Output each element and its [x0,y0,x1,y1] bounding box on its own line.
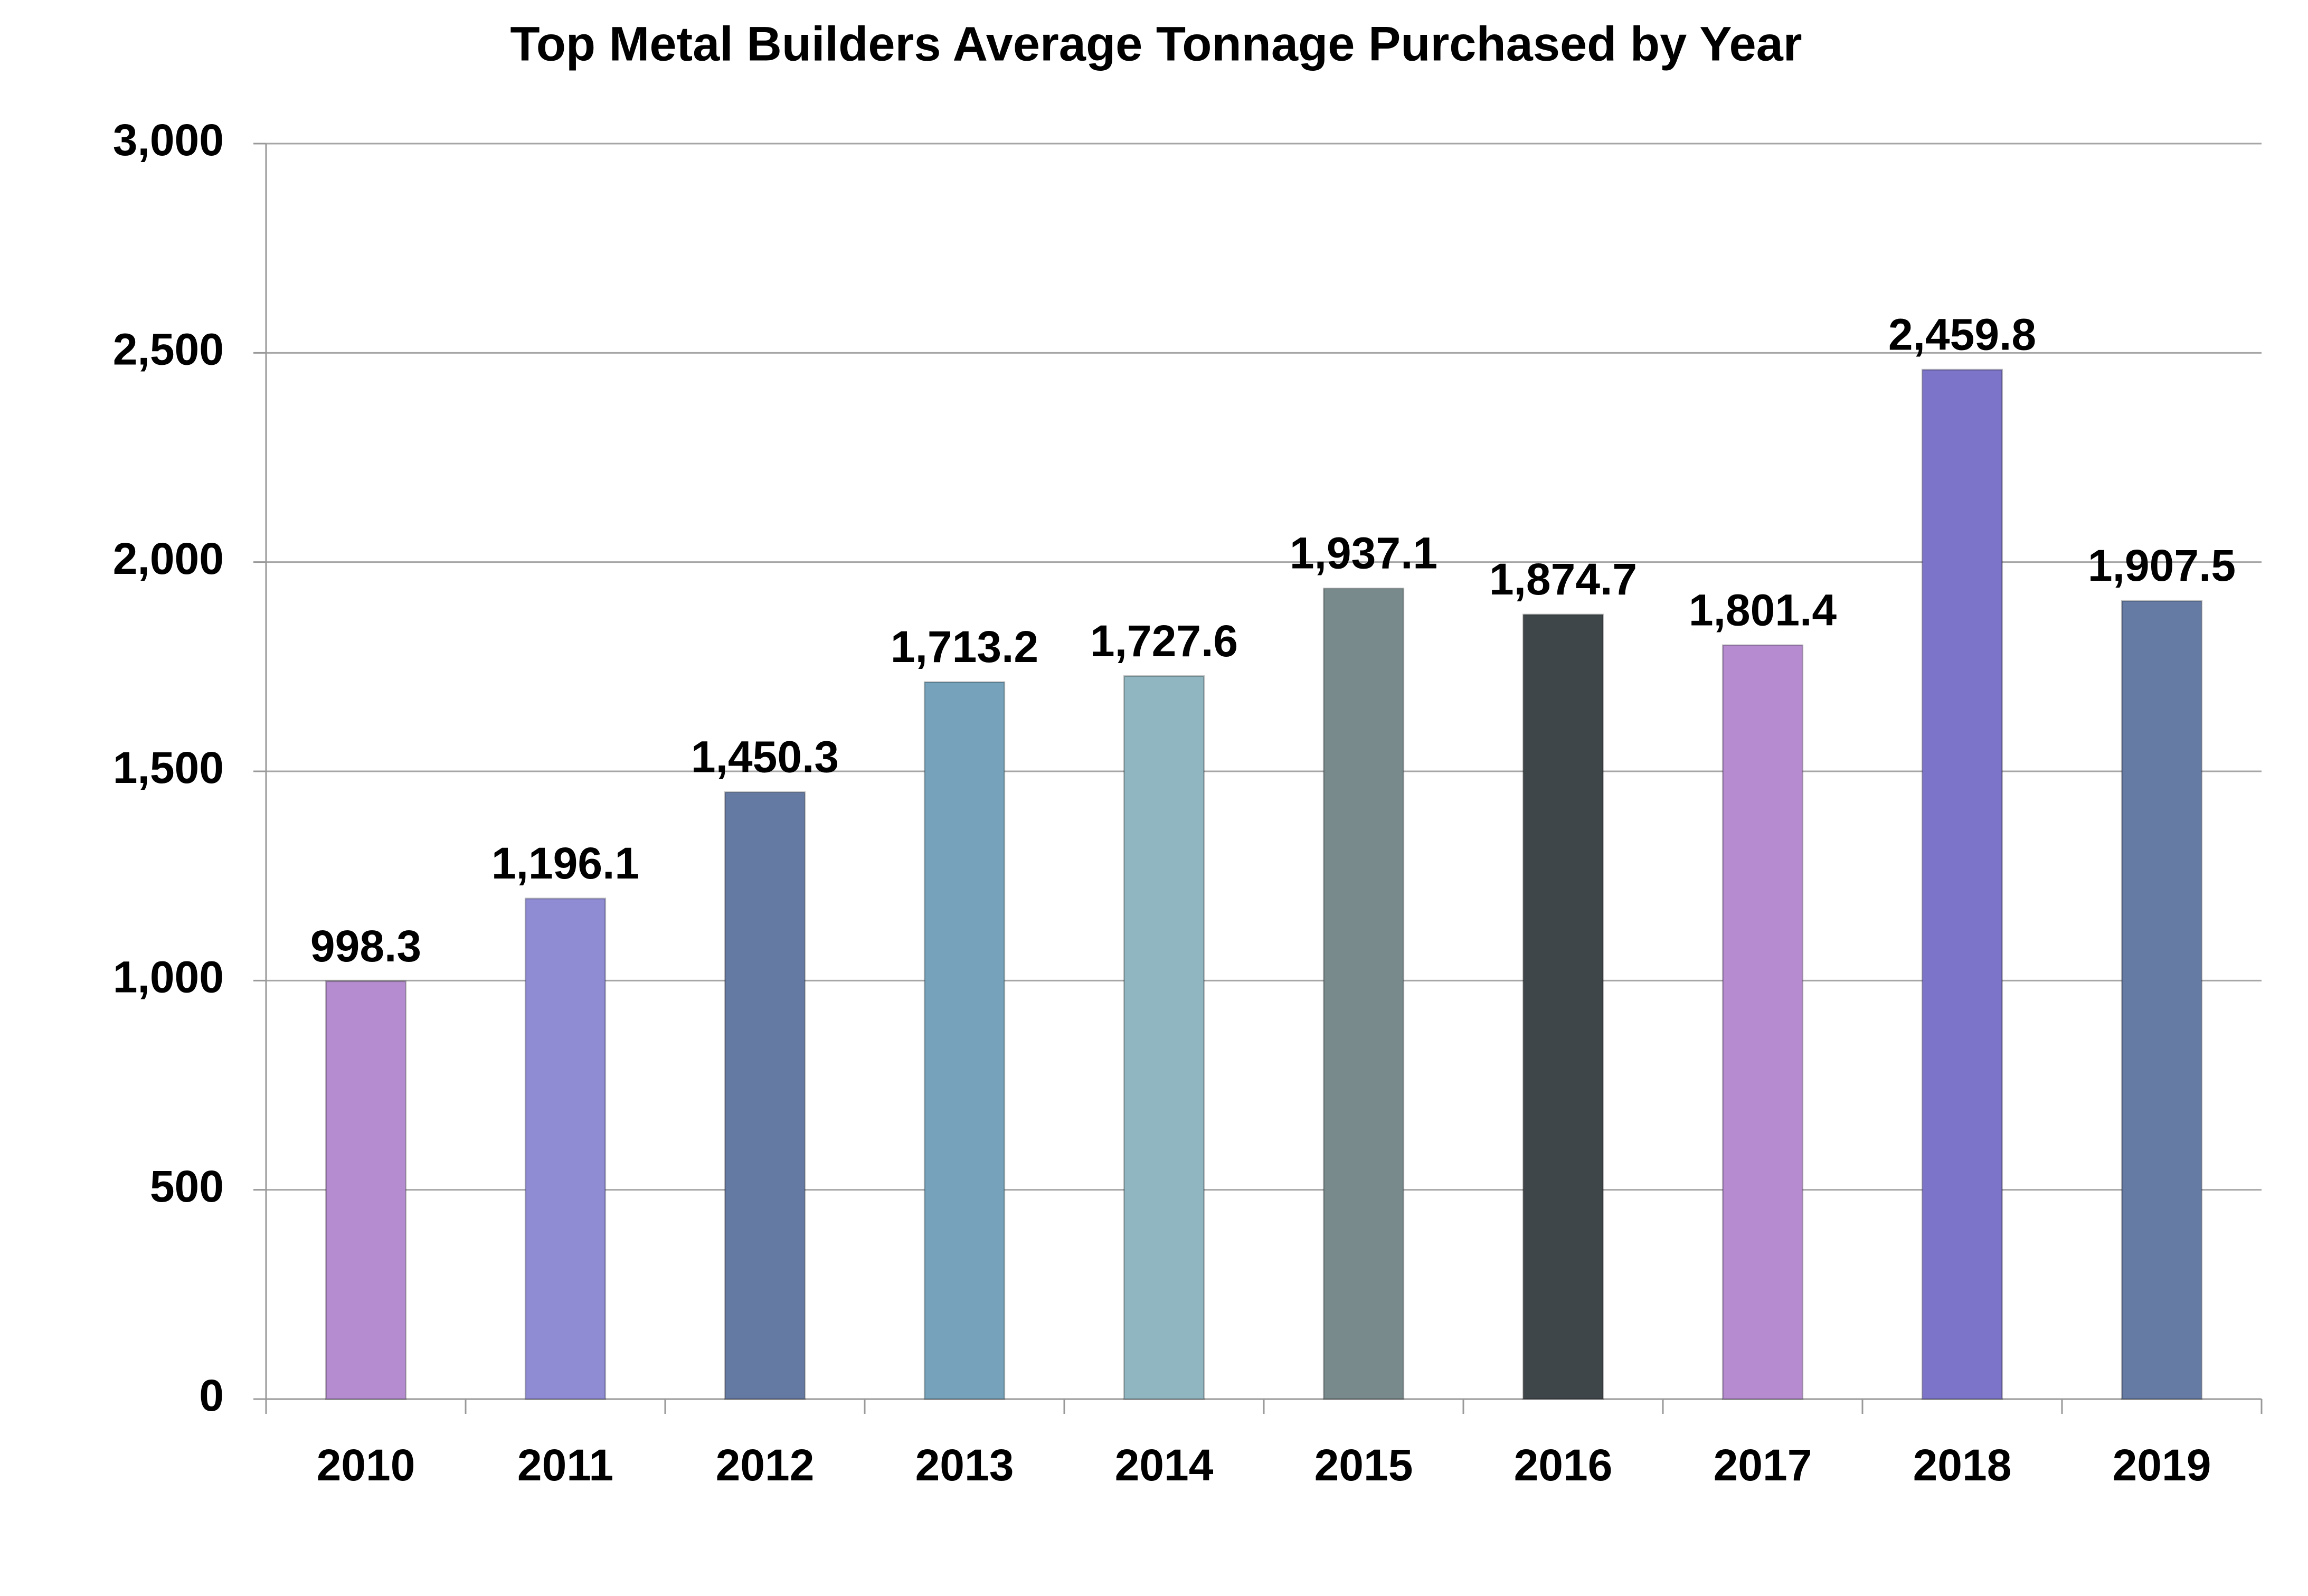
data-label: 1,196.1 [491,838,639,888]
y-tick-label: 3,000 [113,115,224,165]
bar [524,898,607,1400]
y-tick-label: 2,000 [113,534,224,583]
bar [1721,644,1804,1400]
x-tick-label: 2013 [915,1440,1014,1490]
data-label: 998.3 [310,921,421,971]
y-tick-label: 1,000 [113,952,224,1002]
bar [1921,369,2003,1400]
x-tick-label: 2016 [1514,1440,1613,1490]
x-tick-label: 2010 [317,1440,415,1490]
x-tick-label: 2011 [517,1440,613,1490]
y-tick-label: 0 [199,1371,224,1420]
x-tick-label: 2012 [716,1440,815,1490]
data-label: 1,727.6 [1090,616,1238,666]
x-tick-label: 2017 [1714,1440,1812,1490]
bar [325,980,407,1400]
bar [1322,588,1405,1400]
y-tick-label: 1,500 [113,743,224,792]
data-label: 1,874.7 [1489,554,1637,604]
x-tick-label: 2015 [1314,1440,1413,1490]
chart-title: Top Metal Builders Average Tonnage Purch… [510,17,1802,71]
bar [923,681,1006,1400]
bar [724,791,806,1400]
bar [1522,613,1604,1400]
data-label: 1,450.3 [691,732,839,782]
x-tick-label: 2018 [1913,1440,2012,1490]
data-label: 1,937.1 [1290,528,1437,578]
y-tick-label: 500 [150,1161,224,1211]
data-label: 1,713.2 [891,622,1038,672]
bar [1123,675,1205,1400]
data-label: 1,801.4 [1689,585,1837,635]
x-tick-label: 2014 [1115,1440,1214,1490]
x-tick-label: 2019 [2113,1440,2211,1490]
data-label: 2,459.8 [1888,309,2036,359]
bar [2121,600,2203,1400]
data-label: 1,907.5 [2088,541,2236,590]
y-tick-label: 2,500 [113,325,224,374]
